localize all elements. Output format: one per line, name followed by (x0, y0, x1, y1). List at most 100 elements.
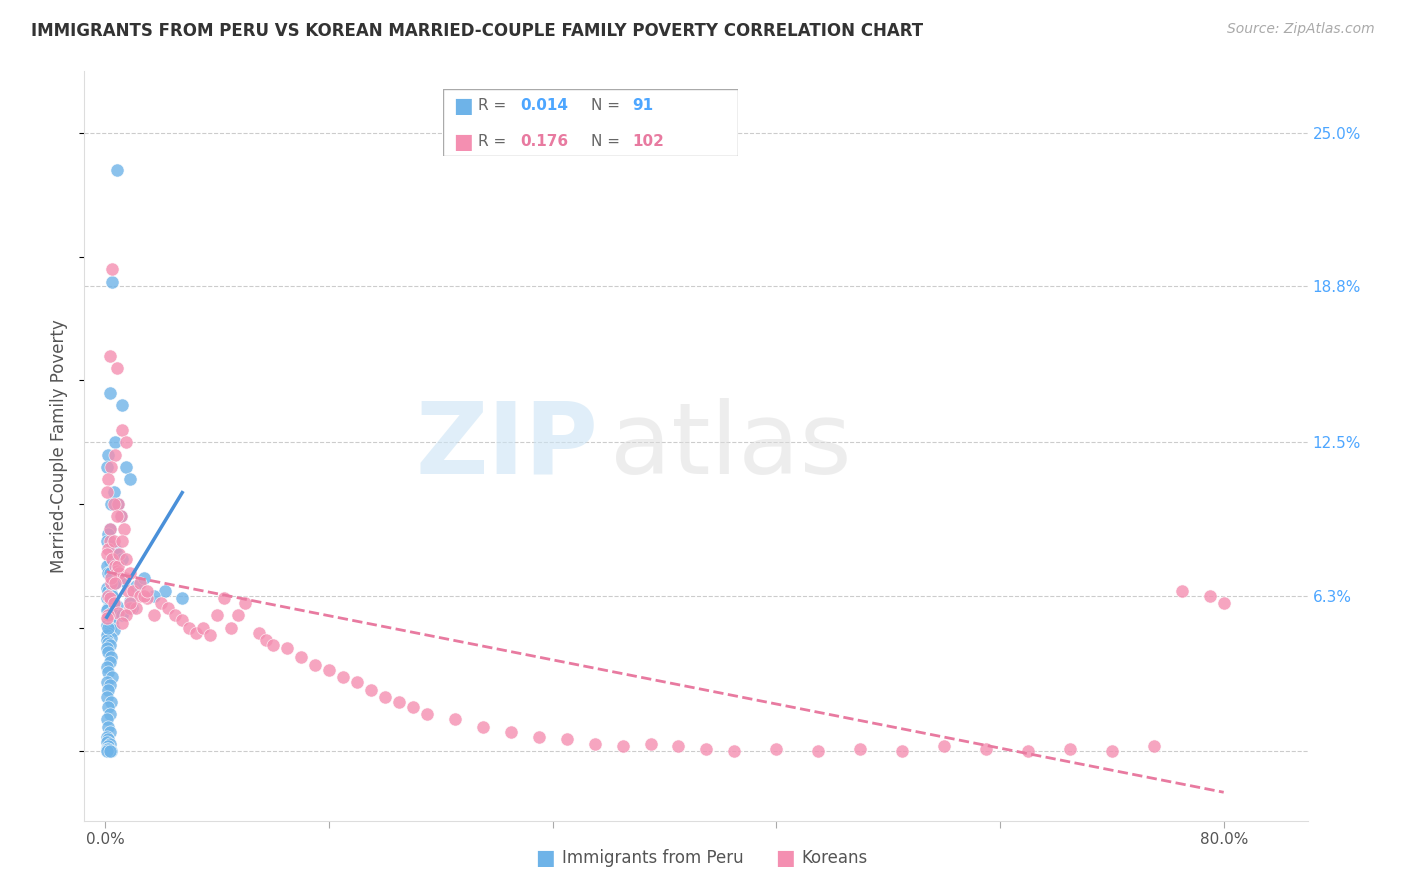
Point (1171, 583, 1194, 598)
Point (155, 583, 177, 598)
Point (98, 591, 121, 605)
Point (96, 730, 118, 744)
Point (143, 608, 166, 623)
Point (97, 448, 120, 462)
Point (100, 650, 122, 665)
Point (104, 448, 127, 462)
Point (172, 613, 194, 627)
Point (254, 633, 277, 648)
Point (96, 742, 118, 756)
Point (172, 591, 194, 605)
Point (105, 564, 128, 578)
Point (103, 534, 125, 549)
Text: ■: ■ (775, 848, 794, 868)
Point (97, 732, 120, 747)
Point (114, 571, 136, 585)
Point (612, 739, 634, 754)
Point (723, 744, 745, 758)
Point (117, 583, 139, 598)
Point (96, 547, 118, 561)
Point (103, 484, 125, 499)
Point (101, 262, 124, 277)
Point (97, 682, 120, 697)
Point (96, 734, 118, 748)
Point (120, 596, 142, 610)
Point (112, 574, 135, 588)
Text: atlas: atlas (610, 398, 852, 494)
Point (233, 596, 256, 610)
Point (97, 645, 120, 659)
Point (346, 675, 368, 690)
Point (98, 534, 121, 549)
Text: ■: ■ (453, 96, 472, 116)
Point (104, 435, 127, 450)
Point (97, 601, 120, 615)
Point (101, 275, 124, 289)
Text: R =: R = (478, 98, 506, 113)
Point (97, 541, 120, 556)
Point (97, 720, 120, 734)
Point (97, 625, 120, 640)
Point (276, 640, 298, 655)
Point (103, 569, 125, 583)
Point (120, 472, 142, 486)
Point (98, 707, 121, 722)
Point (97, 583, 120, 598)
Point (97, 566, 120, 581)
Point (304, 657, 326, 672)
Point (105, 163, 128, 178)
Point (112, 522, 135, 536)
Text: ZIP: ZIP (415, 398, 598, 494)
Point (129, 589, 152, 603)
Point (97, 621, 120, 635)
Point (695, 742, 717, 756)
Point (134, 571, 156, 585)
Point (97, 635, 120, 649)
Point (103, 596, 125, 610)
Point (96, 633, 118, 648)
Point (121, 601, 143, 615)
Point (98, 678, 121, 692)
Point (115, 551, 138, 566)
Point (98, 593, 121, 607)
Point (98, 638, 121, 652)
Point (125, 579, 148, 593)
Point (107, 558, 129, 573)
Point (96, 460, 118, 475)
Text: IMMIGRANTS FROM PERU VS KOREAN MARRIED-COUPLE FAMILY POVERTY CORRELATION CHART: IMMIGRANTS FROM PERU VS KOREAN MARRIED-C… (31, 22, 924, 40)
Point (555, 732, 578, 747)
Text: Source: ZipAtlas.com: Source: ZipAtlas.com (1227, 22, 1375, 37)
Text: 0.176: 0.176 (520, 134, 568, 149)
Point (96, 484, 118, 499)
Point (136, 583, 159, 598)
Point (104, 576, 127, 591)
Point (98, 522, 121, 536)
Point (416, 707, 439, 722)
Point (100, 564, 122, 578)
Point (891, 744, 914, 758)
Point (179, 621, 201, 635)
Point (1198, 589, 1220, 603)
Point (96, 591, 118, 605)
Point (98, 611, 121, 625)
Point (111, 423, 134, 437)
Point (107, 606, 129, 620)
Point (157, 601, 180, 615)
Point (98, 621, 121, 635)
Point (198, 628, 221, 642)
Point (136, 591, 159, 605)
Point (388, 695, 411, 709)
Point (443, 712, 465, 726)
Point (111, 608, 134, 623)
Point (108, 547, 131, 561)
Point (107, 497, 129, 511)
Point (165, 608, 187, 623)
Point (104, 541, 127, 556)
Point (100, 744, 122, 758)
Point (1212, 596, 1234, 610)
Point (974, 742, 997, 756)
Point (103, 624, 125, 638)
Point (1143, 739, 1166, 754)
Point (97, 608, 120, 623)
Point (98, 656, 121, 670)
